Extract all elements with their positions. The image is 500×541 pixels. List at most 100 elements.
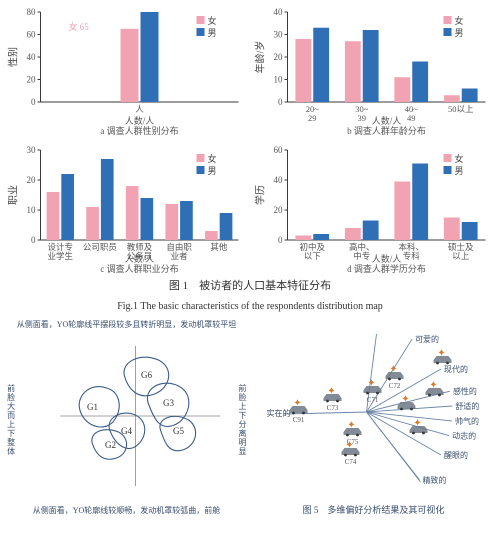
chart-d: 0204060学历初中及以下高中、中专本科、专科硕士及以上人数/人d 调查人群学… [253,142,494,274]
chart-a: 020406080性别人人数/人a 调查人群性别分布女男女 65 [6,4,247,136]
chart-a-svg: 020406080性别人人数/人a 调查人群性别分布女男女 65 [6,4,247,136]
svg-text:业学生: 业学生 [48,251,74,261]
svg-text:业者: 业者 [171,251,189,261]
diagram-right: 可爱的现代的感性的舒适的帅气的动志的醒眼的精致的实在的✦C91✦C73✦C75✦… [253,320,494,516]
svg-text:0: 0 [31,235,36,245]
svg-text:60: 60 [27,30,37,40]
svg-text:女: 女 [208,15,217,26]
svg-text:男: 男 [208,28,217,38]
diag-right-title: 图 5 多维偏好分析结果及其可视化 [253,505,494,516]
figure1-caption-en: Fig.1 The basic characteristics of the r… [6,301,494,312]
svg-text:0: 0 [31,97,36,107]
svg-text:可爱的: 可爱的 [415,334,439,344]
svg-text:学历: 学历 [254,185,267,205]
svg-text:帅气的: 帅气的 [455,416,479,426]
svg-text:人数/人: 人数/人 [125,253,155,264]
svg-text:性别: 性别 [7,47,20,67]
diag-left-svg: G1 G4 G3 G6 G5 G2 [20,334,261,504]
diag-left-top: 从侧面看，YO轮廓线平摆段较多且转折明显，发动机罩较平坦 [6,320,247,330]
svg-text:30: 30 [27,145,37,155]
charts-grid: 020406080性别人人数/人a 调查人群性别分布女男女 65 0102030… [6,4,494,274]
svg-text:✦: ✦ [345,440,353,451]
svg-text:30: 30 [274,30,284,40]
svg-text:60: 60 [274,145,284,155]
svg-text:✦: ✦ [367,378,375,389]
svg-text:c 调查人群职业分布: c 调查人群职业分布 [100,263,178,274]
svg-text:公司职员: 公司职员 [83,242,117,252]
svg-text:人数/人: 人数/人 [372,115,402,126]
svg-text:29: 29 [308,113,317,123]
svg-text:男: 男 [455,166,464,176]
svg-text:醒眼的: 醒眼的 [444,450,468,460]
svg-text:49: 49 [407,113,416,123]
svg-text:20: 20 [274,205,284,215]
chart-c: 0102030职业设计专业学生公司职员教师及公务员自由职业者其他人数/人c 调查… [6,142,247,274]
svg-text:人: 人 [135,104,144,114]
svg-text:50以上: 50以上 [448,104,474,114]
chart-b-svg: 010203040年龄/岁20~2930~3940~4950以上人数/人b 调查… [253,4,494,136]
svg-text:G6: G6 [141,370,152,380]
svg-text:舒适的: 舒适的 [455,401,479,411]
chart-b: 010203040年龄/岁20~2930~3940~4950以上人数/人b 调查… [253,4,494,136]
svg-text:精致的: 精致的 [422,475,446,485]
svg-text:d 调查人群学历分布: d 调查人群学历分布 [347,263,426,274]
svg-text:年龄/岁: 年龄/岁 [254,41,267,74]
svg-text:a 调查人群性别分布: a 调查人群性别分布 [100,125,178,136]
svg-text:40: 40 [274,175,284,185]
svg-text:✦: ✦ [293,398,301,409]
svg-text:C71: C71 [367,396,379,404]
svg-text:C74: C74 [345,458,357,466]
chart-c-svg: 0102030职业设计专业学生公司职员教师及公务员自由职业者其他人数/人c 调查… [6,142,247,274]
svg-text:✦: ✦ [413,418,421,429]
svg-text:G3: G3 [163,398,174,408]
svg-text:人数/人: 人数/人 [125,115,155,126]
svg-text:女: 女 [455,15,464,26]
svg-text:人数/人: 人数/人 [372,253,402,264]
svg-text:10: 10 [274,75,284,85]
svg-text:男: 男 [208,166,217,176]
svg-text:以下: 以下 [304,251,322,261]
svg-text:现代的: 现代的 [444,364,468,374]
svg-text:男: 男 [455,28,464,38]
lower-diagrams: 从侧面看，YO轮廓线平摆段较多且转折明显，发动机罩较平坦 前脸大而上下整体 前脸… [6,320,494,516]
svg-text:专科: 专科 [403,251,421,261]
svg-text:40: 40 [27,52,37,62]
svg-text:女 65: 女 65 [69,21,90,32]
svg-text:0: 0 [278,97,283,107]
diag-left-left: 前脸大而上下整体 [6,360,16,480]
svg-text:感性的: 感性的 [453,386,477,396]
svg-text:G5: G5 [173,426,184,436]
svg-text:40: 40 [274,7,284,17]
diagram-left: 从侧面看，YO轮廓线平摆段较多且转折明显，发动机罩较平坦 前脸大而上下整体 前脸… [6,320,247,516]
svg-text:C72: C72 [389,382,401,390]
svg-text:20: 20 [27,75,37,85]
svg-text:20: 20 [27,175,37,185]
figure1-caption-zh: 图 1 被访者的人口基本特征分布 [6,277,494,293]
svg-text:G4: G4 [121,426,132,436]
svg-text:G2: G2 [105,440,116,450]
svg-text:其他: 其他 [210,242,228,252]
svg-text:0: 0 [278,235,283,245]
svg-text:39: 39 [358,113,367,123]
page-root: 020406080性别人人数/人a 调查人群性别分布女男女 65 0102030… [0,0,500,541]
svg-text:实在的: 实在的 [267,408,291,418]
svg-text:✦: ✦ [327,386,335,397]
svg-text:b 调查人群年龄分布: b 调查人群年龄分布 [347,125,426,136]
svg-text:以上: 以上 [452,251,470,261]
svg-text:女: 女 [208,153,217,164]
chart-d-svg: 0204060学历初中及以下高中、中专本科、专科硕士及以上人数/人d 调查人群学… [253,142,494,274]
svg-text:✦: ✦ [401,394,409,405]
diag-left-bottom: 从侧面看，YO轮廓线较顺畅，发动机罩较弧曲，前舱 [6,506,247,516]
svg-text:✦: ✦ [437,348,445,359]
svg-text:✦: ✦ [429,380,437,391]
diag-right-svg: 可爱的现代的感性的舒适的帅气的动志的醒眼的精致的实在的✦C91✦C73✦C75✦… [253,320,494,500]
svg-text:C73: C73 [327,404,339,412]
svg-text:✦: ✦ [389,364,397,375]
svg-text:动志的: 动志的 [452,431,476,441]
svg-text:G1: G1 [87,402,98,412]
svg-text:中专: 中专 [353,251,370,261]
svg-text:20: 20 [274,52,284,62]
svg-text:职业: 职业 [8,185,20,205]
svg-text:女: 女 [455,153,464,164]
svg-text:10: 10 [27,205,37,215]
